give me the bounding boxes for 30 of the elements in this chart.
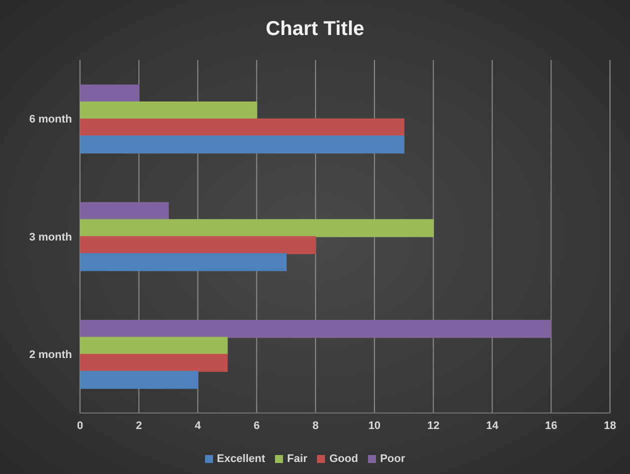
bar xyxy=(80,136,404,154)
chart-title: Chart Title xyxy=(264,18,366,41)
bar xyxy=(80,320,552,338)
x-tick-label: 0 xyxy=(76,420,84,432)
legend-label: Fair xyxy=(287,453,308,465)
x-tick-label: 8 xyxy=(312,420,319,432)
bar xyxy=(80,84,140,102)
bar xyxy=(80,202,169,220)
bar xyxy=(80,219,434,238)
legend-label: Poor xyxy=(380,453,406,465)
bar xyxy=(80,102,258,120)
legend-label: Excellent xyxy=(216,453,266,465)
bar xyxy=(80,253,287,272)
x-tick-label: 4 xyxy=(194,420,202,432)
bar xyxy=(80,370,198,389)
x-tick-label: 18 xyxy=(604,420,616,432)
bar xyxy=(80,354,228,372)
bar xyxy=(80,118,404,136)
bar xyxy=(80,236,316,254)
legend-label: Good xyxy=(329,453,358,465)
x-tick-label: 6 xyxy=(254,420,260,432)
y-tick-label: 3 month xyxy=(29,231,72,244)
y-tick-label: 6 month xyxy=(29,114,72,126)
x-tick-label: 14 xyxy=(486,420,500,432)
x-tick-label: 2 xyxy=(136,420,142,432)
x-tick-label: 16 xyxy=(544,420,558,432)
y-tick-label: 2 month xyxy=(29,349,72,362)
x-tick-label: 12 xyxy=(427,420,440,432)
x-tick-label: 10 xyxy=(368,420,381,432)
bar xyxy=(80,336,228,355)
